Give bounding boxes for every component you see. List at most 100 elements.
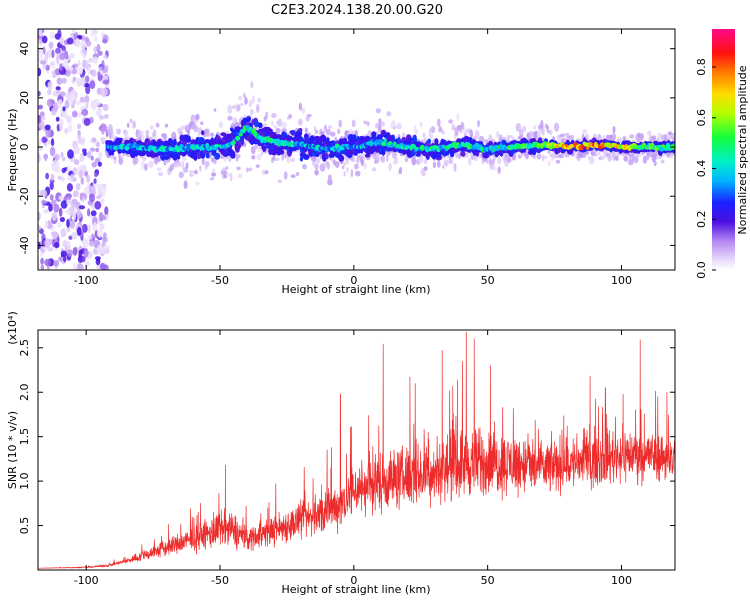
spectrum-band-cell <box>371 145 377 152</box>
spectrum-halo-cell <box>162 133 168 142</box>
noise-cell <box>47 81 53 91</box>
noise-cell <box>40 250 44 258</box>
noise-cell <box>60 250 68 257</box>
spectrum-halo-cell <box>467 157 472 166</box>
spectrum-halo-cell <box>210 132 215 137</box>
spectrum-halo-cell <box>261 169 266 176</box>
spectrum-halo-cell <box>185 162 189 169</box>
spectrum-halo-cell <box>388 162 392 171</box>
noise-cell <box>59 91 66 97</box>
spectrum-halo-cell <box>448 119 453 124</box>
noise-cell <box>57 29 62 39</box>
noise-cell <box>53 203 60 213</box>
noise-cell <box>103 245 109 254</box>
spectrum-halo-cell <box>178 161 181 168</box>
noise-cell <box>75 182 81 191</box>
noise-cell <box>38 67 42 77</box>
spectrum-halo-cell <box>398 166 403 175</box>
spectrum-halo-cell <box>437 118 441 127</box>
spectrum-halo-cell <box>363 120 368 125</box>
noise-cell <box>89 193 95 203</box>
noise-cell <box>73 159 80 165</box>
spectrum-halo-cell <box>492 166 498 171</box>
noise-cell <box>83 118 91 126</box>
spectrum-halo-cell <box>193 125 199 133</box>
noise-cell <box>44 124 51 131</box>
noise-cell <box>96 141 100 148</box>
spectrum-halo-cell <box>163 159 167 166</box>
spectrum-halo-cell <box>155 122 160 128</box>
spectrum-halo-cell <box>227 115 233 121</box>
spectrum-band-cell <box>176 154 181 160</box>
spectrum-halo-cell <box>396 122 402 130</box>
colorbar-tick-label: 0.8 <box>695 58 708 76</box>
x-tick-label: -100 <box>74 574 99 587</box>
spectrum-halo-cell <box>653 160 657 167</box>
noise-cell <box>54 242 60 249</box>
spectrum-halo-cell <box>302 164 307 170</box>
noise-cell <box>72 76 77 82</box>
spectrum-halo-cell <box>312 160 316 166</box>
noise-cell <box>87 224 91 233</box>
spectrogram-heatmap <box>38 29 675 270</box>
spectrum-halo-cell <box>225 172 232 177</box>
spectrum-halo-cell <box>623 155 629 162</box>
x-tick-label: 100 <box>611 274 632 287</box>
noise-cell <box>96 43 101 53</box>
y-tick-label: 40 <box>18 42 31 56</box>
noise-cell <box>100 198 105 204</box>
noise-cell <box>47 139 52 145</box>
noise-cell <box>102 237 106 245</box>
noise-cell <box>72 210 77 220</box>
noise-cell <box>79 192 84 201</box>
noise-cell <box>41 115 46 121</box>
noise-cell <box>101 60 105 70</box>
noise-cell <box>38 262 41 269</box>
spectrum-halo-cell <box>248 167 253 172</box>
spectrogram-frame <box>37 28 676 271</box>
spectrum-halo-cell <box>250 108 254 116</box>
noise-cell <box>99 262 106 270</box>
spectrum-halo-cell <box>124 130 129 139</box>
spectrum-halo-cell <box>193 169 198 175</box>
noise-cell <box>77 123 82 130</box>
spectrum-halo-cell <box>647 130 652 136</box>
spectrum-halo-cell <box>411 157 417 166</box>
spectrum-band-cell <box>165 155 170 160</box>
noise-cell <box>74 100 82 106</box>
spectrum-ridge-cell <box>512 146 519 150</box>
noise-cell <box>72 190 79 198</box>
spectrum-halo-cell <box>248 99 253 108</box>
spectrum-halo-cell <box>651 135 657 141</box>
spectrum-band-cell <box>258 122 263 129</box>
noise-cell <box>54 165 61 173</box>
spectrum-halo-cell <box>149 125 154 130</box>
noise-cell <box>49 61 54 67</box>
spectrum-ridge-cell <box>581 144 585 150</box>
spectrum-halo-cell <box>306 113 312 118</box>
spectrum-halo-cell <box>582 129 587 134</box>
spectrum-halo-cell <box>564 153 570 158</box>
spectrum-band-cell <box>309 135 316 143</box>
noise-cell <box>86 174 91 183</box>
noise-cell <box>102 185 107 194</box>
noise-cell <box>101 127 105 135</box>
x-tick-label: 50 <box>481 274 495 287</box>
noise-cell <box>57 222 62 228</box>
spectrum-halo-cell <box>378 124 382 133</box>
spectrum-halo-cell <box>256 153 262 161</box>
spectrum-halo-cell <box>354 163 359 170</box>
spectrum-halo-cell <box>393 156 399 165</box>
noise-cell <box>81 60 87 69</box>
spectrum-halo-cell <box>629 134 635 139</box>
spectrum-halo-cell <box>430 126 436 134</box>
noise-cell <box>80 177 85 185</box>
spectrum-halo-cell <box>245 167 249 173</box>
spectrum-halo-cell <box>536 153 542 160</box>
noise-cell <box>82 151 88 157</box>
spectrum-halo-cell <box>164 123 169 128</box>
noise-cell <box>46 98 54 108</box>
spectrum-halo-cell <box>187 128 191 136</box>
spectrum-halo-cell <box>271 113 277 118</box>
noise-cell <box>85 103 89 109</box>
